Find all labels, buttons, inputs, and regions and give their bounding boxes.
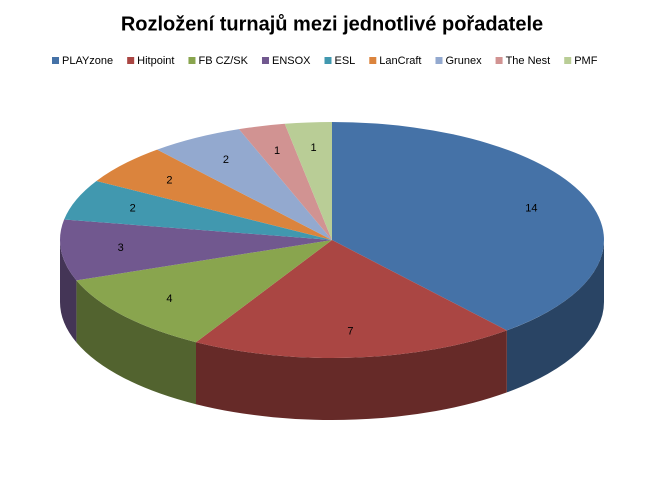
legend-label: PLAYzone: [62, 55, 113, 67]
legend-swatch: [188, 57, 196, 64]
legend-swatch: [127, 57, 135, 64]
data-label: 2: [223, 154, 229, 166]
legend-label: PMF: [574, 55, 598, 67]
pie-tops: [60, 122, 604, 358]
legend-swatch: [324, 57, 332, 64]
legend-label: Hitpoint: [137, 55, 174, 67]
pie-sides: [60, 240, 604, 421]
legend-swatch: [564, 57, 572, 64]
legend-label: ENSOX: [272, 55, 311, 67]
data-label: 1: [274, 145, 280, 157]
legend-swatch: [52, 57, 59, 64]
data-label: 3: [118, 242, 124, 254]
slice: [64, 181, 332, 240]
slice-side: [506, 240, 604, 393]
data-label: 2: [166, 175, 172, 187]
legend-label: ESL: [335, 55, 356, 67]
slice: [157, 129, 332, 240]
legend-swatch: [495, 57, 503, 64]
slice-side: [76, 280, 196, 405]
slice: [238, 123, 332, 240]
legend-swatch: [261, 57, 269, 64]
slice: [76, 240, 332, 343]
slice: [96, 149, 332, 240]
slice: [60, 219, 333, 281]
data-label: 7: [347, 326, 353, 338]
data-label: 1: [310, 142, 316, 154]
slice-side: [60, 240, 77, 343]
slice: [196, 240, 507, 358]
data-label: 2: [130, 202, 136, 214]
chart-title: Rozložení turnajů mezi jednotlivé pořada…: [121, 13, 543, 35]
legend-swatch: [369, 57, 377, 64]
legend-label: Grunex: [446, 55, 483, 67]
legend-swatch: [435, 57, 443, 64]
data-label: 14: [525, 202, 537, 214]
data-label: 4: [166, 293, 172, 305]
slice-side: [196, 330, 507, 421]
slice: [332, 122, 604, 331]
legend-label: LanCraft: [379, 55, 421, 67]
legend-label: FB CZ/SK: [198, 55, 248, 67]
legend-label: The Nest: [506, 55, 551, 67]
pie-labels: 14 7 4 3 2 2 2 1 1: [118, 142, 538, 337]
slice: [284, 122, 332, 240]
